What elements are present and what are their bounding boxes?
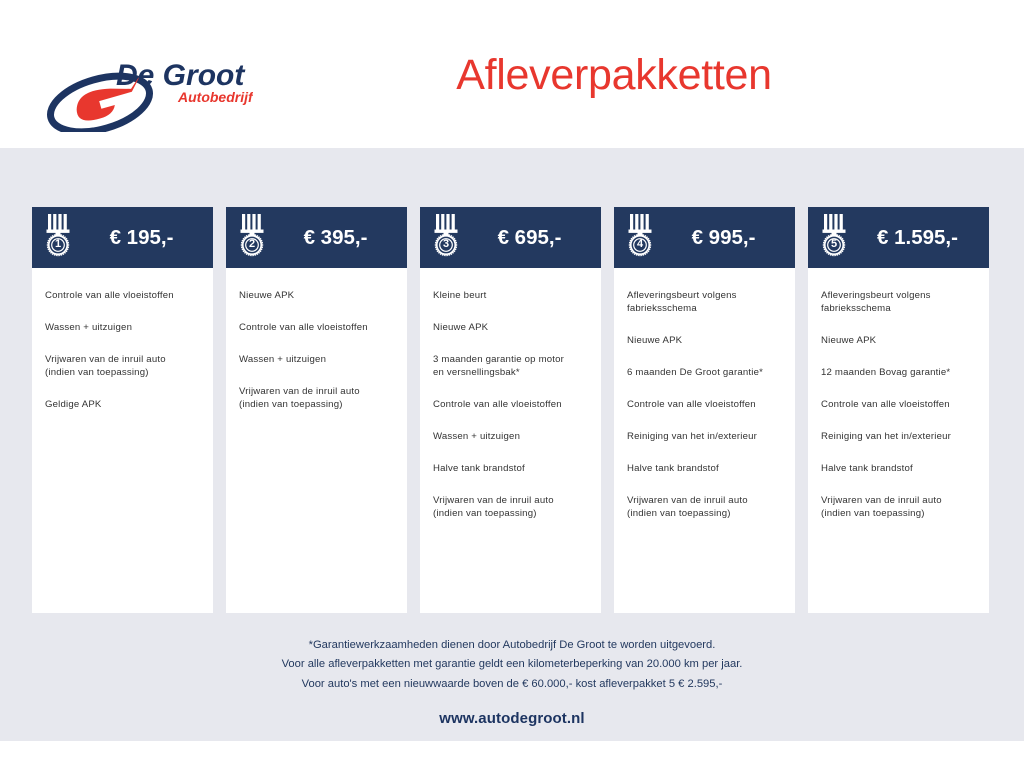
package-feature: Controle van alle vloeistoffen — [433, 398, 562, 410]
package-feature: Halve tank brandstof — [433, 462, 525, 474]
package-feature: Wassen + uitzuigen — [45, 321, 133, 333]
package-price: € 1.595,- — [877, 225, 958, 249]
package-card[interactable]: 1 € 195,- Controle van alle vloeistoffen Wa… — [32, 207, 213, 613]
package-feature: 12 maanden Bovag garantie* — [821, 366, 951, 378]
package-card-header: 1 € 195,- — [32, 207, 213, 268]
package-feature: Vrijwaren van de inruil auto (indien van… — [821, 494, 942, 519]
package-feature-list: Nieuwe APK Controle van alle vloeistoffen… — [226, 268, 407, 613]
footnote-line: Voor auto's met een nieuwwaarde boven de… — [301, 677, 723, 690]
package-feature: Nieuwe APK — [821, 334, 877, 346]
package-card[interactable]: 3 € 695,- Kleine beurt Nieuwe APK 3 maanden … — [420, 207, 601, 613]
medal-icon: 1 — [40, 212, 76, 264]
package-feature: Wassen + uitzuigen — [239, 353, 327, 365]
page-title: Afleverpakketten — [456, 51, 772, 99]
website-link[interactable]: www.autodegroot.nl — [439, 710, 585, 727]
package-feature: Vrijwaren van de inruil auto (indien van… — [433, 494, 554, 519]
package-card-header: 3 € 695,- — [420, 207, 601, 268]
package-feature: Halve tank brandstof — [821, 462, 913, 474]
package-card[interactable]: 2 € 395,- Nieuwe APK Controle van alle vloe… — [226, 207, 407, 613]
package-feature: Controle van alle vloeistoffen — [45, 290, 174, 301]
package-feature: Reiniging van het in/exterieur — [821, 430, 952, 442]
medal-icon: 3 — [428, 212, 464, 264]
package-feature: Controle van alle vloeistoffen — [239, 321, 368, 333]
package-card[interactable]: 4 € 995,- Afleveringsbeurt volgens fabriek… — [614, 207, 795, 613]
package-feature-list: Kleine beurt Nieuwe APK 3 maanden garantie… — [420, 268, 601, 613]
package-feature: Afleveringsbeurt volgens fabrieksschema — [627, 290, 737, 314]
footnote-line: *Garantiewerkzaamheden dienen door Autob… — [308, 639, 716, 651]
package-feature: Nieuwe APK — [627, 334, 683, 346]
content-region: 1 € 195,- Controle van alle vloeistoffen Wa… — [0, 148, 1024, 741]
company-logo[interactable]: De Groot Autobedrijf — [38, 52, 253, 132]
package-price: € 195,- — [109, 225, 174, 249]
package-price: € 695,- — [497, 225, 562, 249]
package-feature: Controle van alle vloeistoffen — [821, 398, 950, 410]
svg-text:Autobedrijf: Autobedrijf — [177, 89, 253, 105]
package-price: € 395,- — [303, 225, 368, 249]
package-feature: Vrijwaren van de inruil auto (indien van… — [239, 385, 360, 410]
package-feature: Wassen + uitzuigen — [433, 430, 521, 442]
package-feature: 6 maanden De Groot garantie* — [627, 366, 764, 378]
footnote-block: *Garantiewerkzaamheden dienen door Autob… — [0, 636, 1024, 694]
package-feature-list: Afleveringsbeurt volgens fabrieksschema N… — [808, 268, 989, 613]
package-card-header: 4 € 995,- — [614, 207, 795, 268]
page-header: De Groot Autobedrijf Afleverpakketten — [0, 0, 1024, 148]
package-feature: Halve tank brandstof — [627, 462, 719, 474]
package-card-list: 1 € 195,- Controle van alle vloeistoffen Wa… — [32, 207, 994, 613]
package-feature: Controle van alle vloeistoffen — [627, 398, 756, 410]
svg-text:De Groot: De Groot — [116, 59, 246, 92]
medal-icon: 5 — [816, 212, 852, 264]
package-price: € 995,- — [691, 225, 756, 249]
package-feature: 3 maanden garantie op motor en versnelli… — [433, 353, 565, 378]
package-number: 5 — [830, 237, 838, 250]
package-feature: Nieuwe APK — [433, 321, 489, 333]
medal-icon: 2 — [234, 212, 270, 264]
package-number: 2 — [248, 237, 256, 250]
package-feature-list: Controle van alle vloeistoffen Wassen + u… — [32, 268, 213, 613]
package-card-header: 5 € 1.595,- — [808, 207, 989, 268]
package-feature: Nieuwe APK — [239, 290, 295, 301]
package-number: 3 — [442, 237, 450, 250]
package-card[interactable]: 5 € 1.595,- Afleveringsbeurt volgens fabri… — [808, 207, 989, 613]
package-feature-list: Afleveringsbeurt volgens fabrieksschema N… — [614, 268, 795, 613]
package-number: 4 — [636, 237, 644, 250]
package-feature: Kleine beurt — [433, 290, 487, 301]
medal-icon: 4 — [622, 212, 658, 264]
degroot-swoosh-logo: De Groot Autobedrijf — [46, 59, 253, 132]
package-feature: Reiniging van het in/exterieur — [627, 430, 758, 442]
package-feature: Vrijwaren van de inruil auto (indien van… — [45, 353, 166, 378]
package-number: 1 — [54, 237, 62, 250]
package-card-header: 2 € 395,- — [226, 207, 407, 268]
footnote-line: Voor alle afleverpakketten met garantie … — [281, 658, 743, 671]
package-feature: Geldige APK — [45, 398, 102, 410]
package-feature: Vrijwaren van de inruil auto (indien van… — [627, 494, 748, 519]
package-feature: Afleveringsbeurt volgens fabrieksschema — [821, 290, 931, 314]
